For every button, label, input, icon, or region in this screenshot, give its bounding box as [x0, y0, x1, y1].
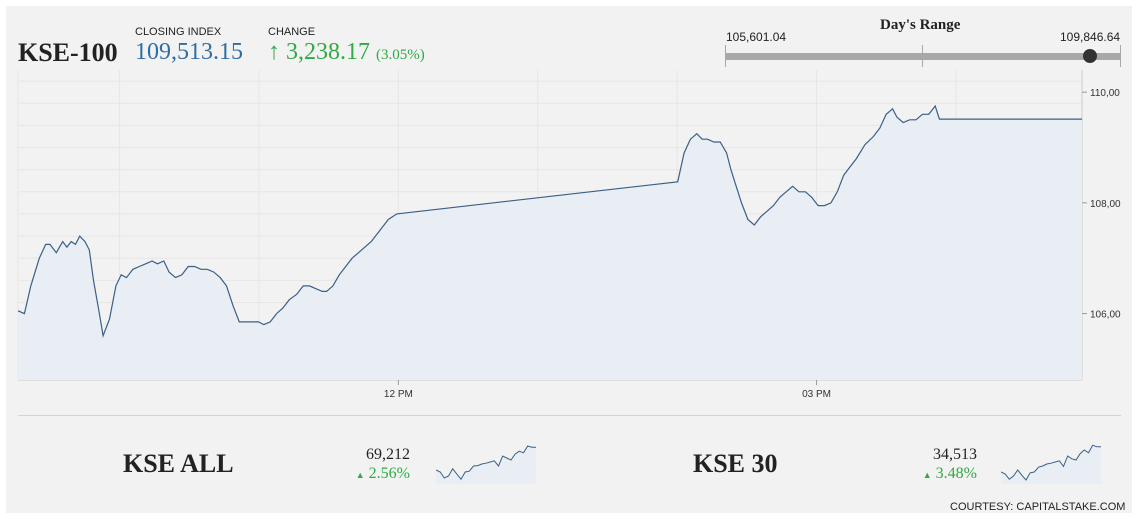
kse-all-change-value: 2.56% [368, 465, 410, 482]
kse-30-change: ▲ 3.48% [887, 465, 977, 483]
kse-all-value: 69,212 [366, 446, 410, 463]
courtesy-text: COURTESY: CAPITALSTAKE.COM [950, 501, 1126, 513]
days-range-title: Day's Range [880, 17, 961, 33]
section-divider [18, 415, 1121, 416]
change-value-group: ↑ 3,238.17 (3.05%) [268, 39, 425, 66]
days-range-marker [1083, 49, 1097, 63]
y-axis-ticks: 110,00 108,00 106,00 [1082, 88, 1121, 321]
y-tick-label: 110,00 [1090, 88, 1120, 99]
triangle-up-icon: ▲ [355, 470, 365, 480]
x-tick-label: 12 PM [384, 389, 413, 400]
chart-area-fill [18, 106, 1082, 380]
days-range-tick-left [725, 45, 726, 67]
y-tick-label: 106,00 [1090, 310, 1121, 321]
days-range-low: 105,601.04 [726, 30, 787, 44]
chart-line [17, 104, 1082, 338]
kse-30-value: 34,513 [933, 446, 977, 463]
change-value: 3,238.17 [286, 39, 370, 65]
y-tick-label: 108,00 [1090, 199, 1121, 210]
days-range-high: 109,846.64 [1060, 30, 1121, 44]
change-label: CHANGE [268, 26, 316, 38]
triangle-up-icon: ▲ [922, 470, 932, 480]
days-range-track [725, 53, 1121, 60]
kse-all-sparkline [436, 445, 536, 484]
kse-all-change: ▲ 2.56% [320, 465, 410, 483]
days-range-tick-mid [922, 45, 923, 67]
arrow-up-icon: ↑ [268, 39, 280, 65]
closing-index-value: 109,513.15 [135, 39, 243, 65]
index-name: KSE-100 [18, 38, 118, 67]
kse-30-sparkline [1001, 444, 1101, 484]
kse-all-name: KSE ALL [123, 449, 234, 478]
x-tick-label: 03 PM [802, 389, 831, 400]
change-percent: (3.05%) [376, 47, 425, 63]
main-chart: 110,00 108,00 106,00 12 PM 03 PM [17, 70, 1121, 400]
kse-30-change-value: 3.48% [935, 465, 977, 482]
kse-30-name: KSE 30 [693, 449, 778, 478]
closing-index-label: CLOSING INDEX [135, 26, 222, 38]
days-range-tick-right [1120, 45, 1121, 67]
x-axis-ticks: 12 PM 03 PM [384, 380, 831, 400]
